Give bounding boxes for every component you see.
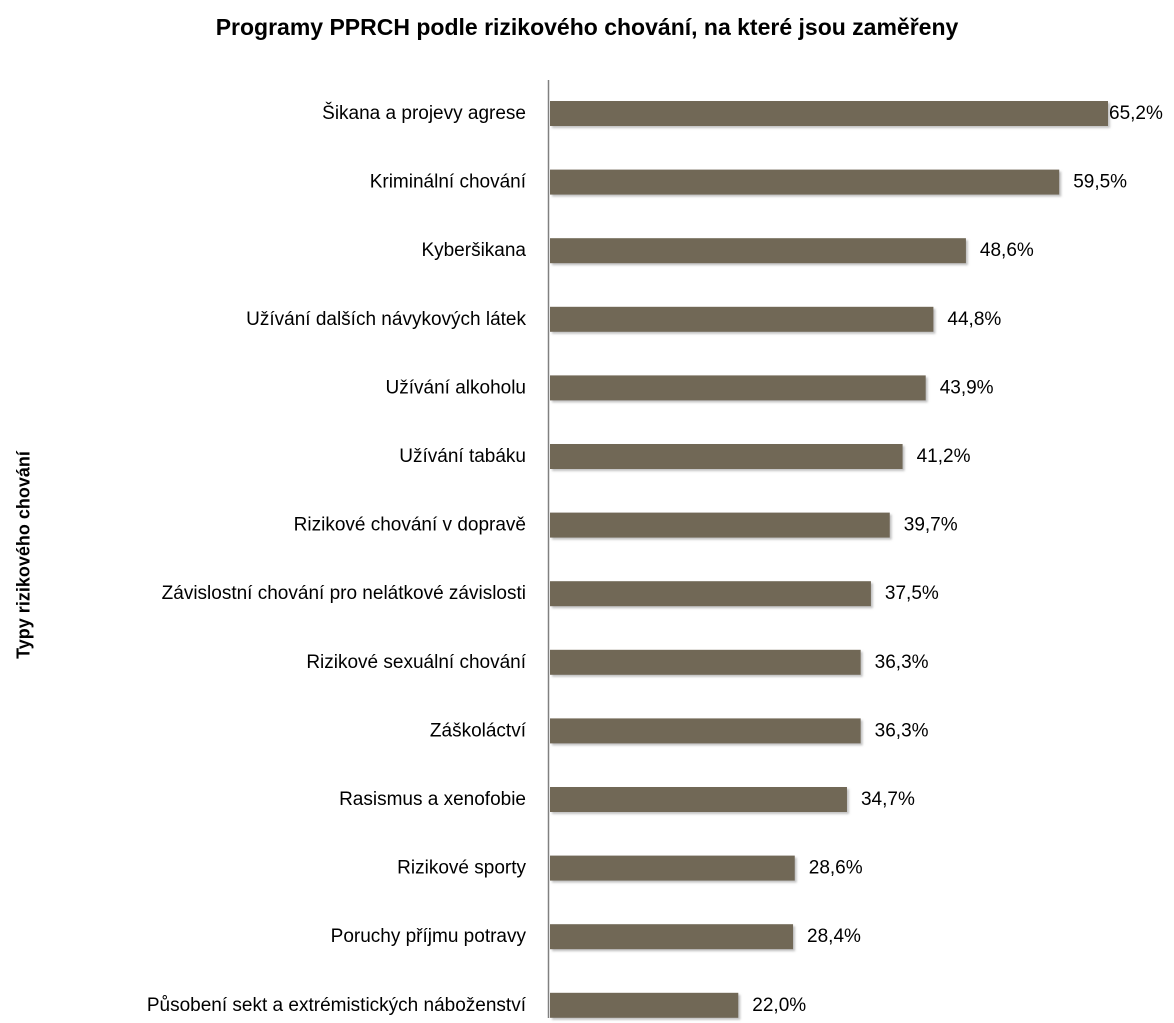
- value-label-1: 59,5%: [1073, 172, 1127, 193]
- value-label-13: 22,0%: [752, 995, 806, 1016]
- bar-1: [550, 169, 1060, 195]
- value-label-11: 28,6%: [809, 858, 863, 879]
- chart-title: Programy PPRCH podle rizikového chování,…: [215, 14, 959, 40]
- category-label-9: Záškoláctví: [430, 720, 527, 741]
- bars-layer: Šikana a projevy agrese 65,2% Kriminální c…: [147, 101, 1163, 1018]
- value-label-4: 43,9%: [940, 377, 994, 398]
- bar-3: [550, 306, 934, 332]
- category-label-1: Kriminální chování: [370, 172, 527, 193]
- value-label-10: 34,7%: [861, 789, 915, 810]
- bar-4: [550, 375, 926, 401]
- category-label-12: Poruchy příjmu potravy: [331, 926, 527, 947]
- category-label-3: Užívání dalších návykových látek: [246, 309, 526, 330]
- bar-5: [550, 444, 903, 469]
- bar-8: [550, 649, 861, 675]
- category-label-13: Působení sekt a extrémistických nábožens…: [147, 995, 527, 1016]
- value-label-8: 36,3%: [875, 652, 929, 673]
- bar-6: [550, 512, 890, 538]
- category-label-0: Šikana a projevy agrese: [322, 102, 526, 124]
- value-label-3: 44,8%: [947, 309, 1001, 330]
- bar-0: [550, 101, 1108, 126]
- category-label-7: Závislostní chování pro nelátkové závisl…: [162, 583, 526, 604]
- bar-2: [550, 238, 966, 264]
- value-label-0: 65,2%: [1109, 103, 1163, 124]
- value-label-2: 48,6%: [980, 240, 1034, 261]
- category-label-8: Rizikové sexuální chování: [306, 652, 526, 673]
- category-label-10: Rasismus a xenofobie: [339, 789, 526, 810]
- category-label-6: Rizikové chování v dopravě: [294, 515, 526, 536]
- bar-12: [550, 924, 794, 950]
- value-label-7: 37,5%: [885, 583, 939, 604]
- bar-10: [550, 787, 847, 812]
- value-label-5: 41,2%: [917, 446, 971, 467]
- bar-13: [550, 992, 739, 1018]
- category-label-2: Kyberšikana: [421, 240, 526, 261]
- value-label-9: 36,3%: [875, 720, 929, 741]
- bar-9: [550, 718, 861, 744]
- category-label-4: Užívání alkoholu: [386, 377, 526, 398]
- bar-11: [550, 855, 795, 881]
- value-label-6: 39,7%: [904, 515, 958, 536]
- bar-7: [550, 581, 871, 607]
- category-label-11: Rizikové sporty: [397, 858, 526, 879]
- value-label-12: 28,4%: [807, 926, 861, 947]
- category-label-5: Užívání tabáku: [399, 446, 526, 467]
